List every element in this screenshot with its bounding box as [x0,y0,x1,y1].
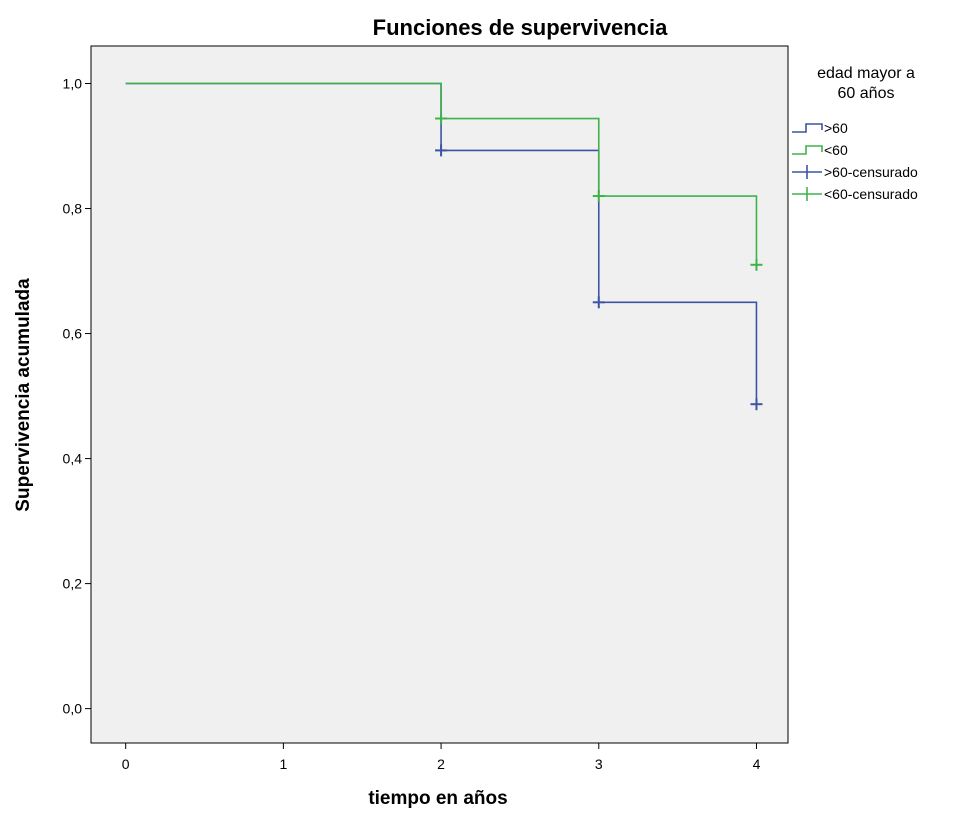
legend-label: <60-censurado [824,186,918,202]
legend-entry: <60 [792,142,848,158]
y-tick-label: 0,4 [63,451,83,467]
y-tick-label: 0,8 [63,201,83,217]
legend-label: <60 [824,142,848,158]
legend-title-line-2: 60 años [838,85,895,102]
legend-entry: <60-censurado [792,186,918,202]
y-tick-label: 0,0 [63,701,83,717]
legend-step-symbol [792,145,823,155]
y-tick-label: 1,0 [63,76,83,92]
legend-entry: >60-censurado [792,164,918,180]
x-axis: 0 1 2 3 4 [122,743,761,772]
survival-step-line [125,82,758,265]
censor-marker [435,144,448,157]
y-tick-label: 0,6 [63,326,83,342]
x-tick-label: 1 [279,756,287,772]
series-layer [125,82,763,411]
censor-marker [750,258,763,271]
series-group [125,82,763,271]
legend-label: >60 [824,120,848,136]
legend-title-line-1: edad mayor a [817,65,915,82]
legend-label: >60-censurado [824,164,918,180]
x-tick-label: 0 [122,756,130,772]
plot-area [90,45,789,744]
legend-entries: >60 <60 >60-censurado <60-censurado [792,120,918,202]
x-axis-title: tiempo en años [368,788,507,809]
censor-marker [592,296,605,309]
legend-step-symbol [792,123,823,133]
censor-marker [592,190,605,203]
y-tick-label: 0,2 [63,576,83,592]
x-tick-label: 3 [595,756,603,772]
censor-marker [750,398,763,411]
y-axis: 0,0 0,2 0,4 0,6 0,8 1,0 [63,76,91,717]
censor-marker [435,112,448,125]
x-tick-label: 4 [753,756,761,772]
y-axis-title: Supervivencia acumulada [13,278,34,512]
chart-title: Funciones de supervivencia [373,15,668,40]
x-tick-label: 2 [437,756,445,772]
legend: edad mayor a 60 años >60 <60 >60-censurado… [792,65,918,202]
legend-entry: >60 [792,120,848,136]
